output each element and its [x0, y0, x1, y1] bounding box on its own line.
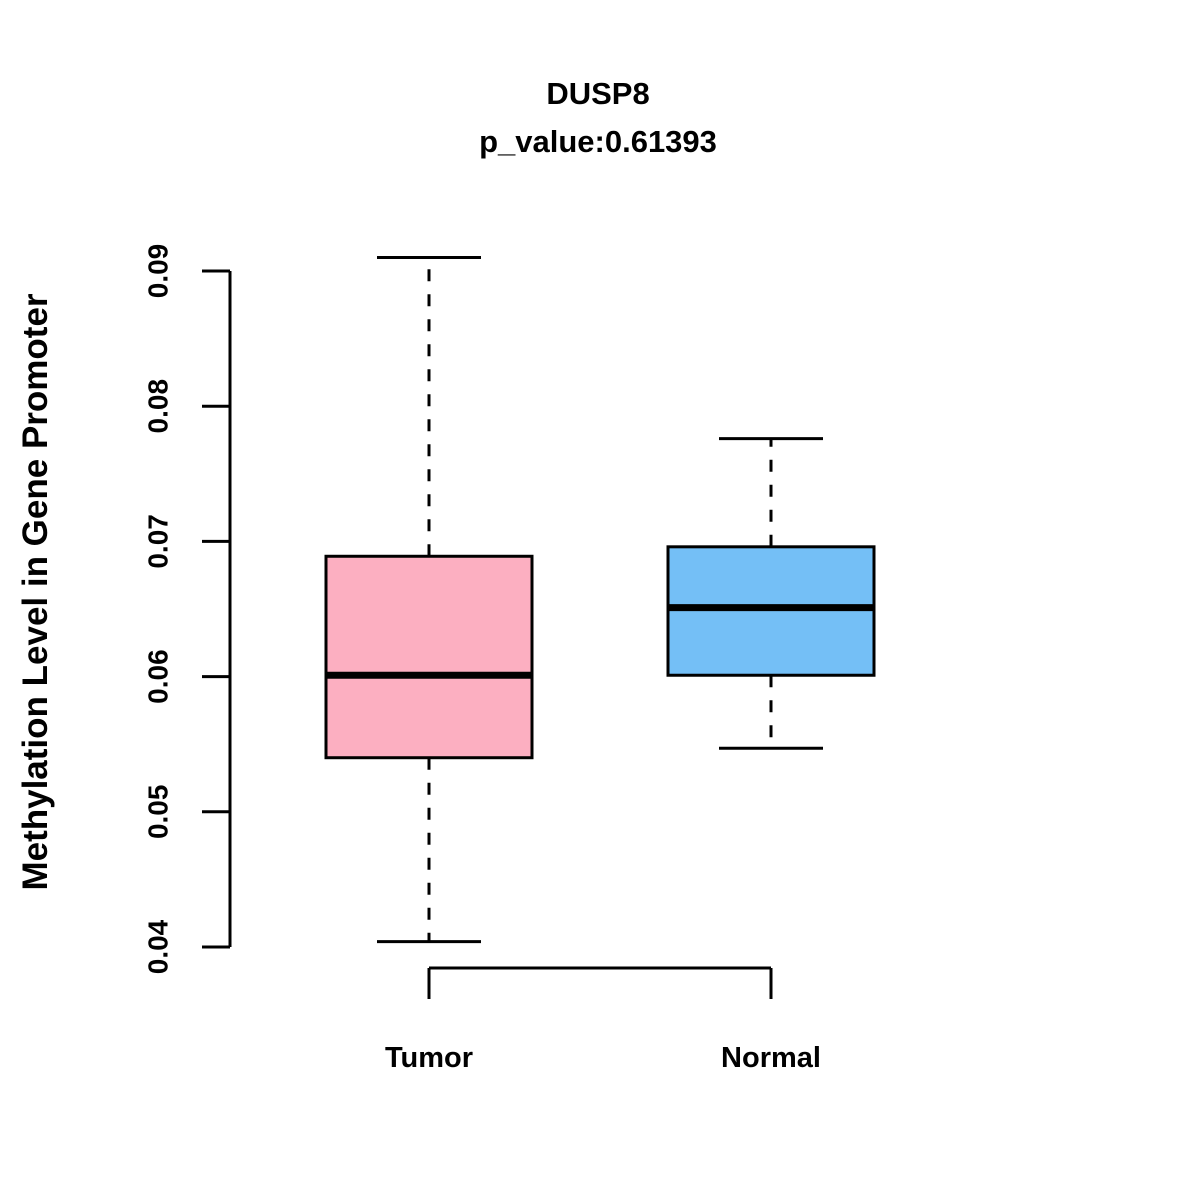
- tumor-box: [324, 554, 534, 760]
- y-axis-tick-label: 0.06: [143, 649, 174, 704]
- y-axis-tick-label: 0.09: [143, 244, 174, 299]
- y-axis-tick-label: 0.07: [143, 514, 174, 569]
- y-axis-tick-label: 0.04: [143, 919, 174, 974]
- y-axis-tick-label: 0.05: [143, 785, 174, 840]
- x-category-label-tumor: Tumor: [384, 1042, 474, 1074]
- x-category-label-normal: Normal: [721, 1042, 821, 1074]
- y-axis-tick-label: 0.08: [143, 379, 174, 434]
- chart-subtitle-pvalue: p_value:0.61393: [479, 124, 717, 159]
- chart-title: DUSP8: [546, 76, 650, 111]
